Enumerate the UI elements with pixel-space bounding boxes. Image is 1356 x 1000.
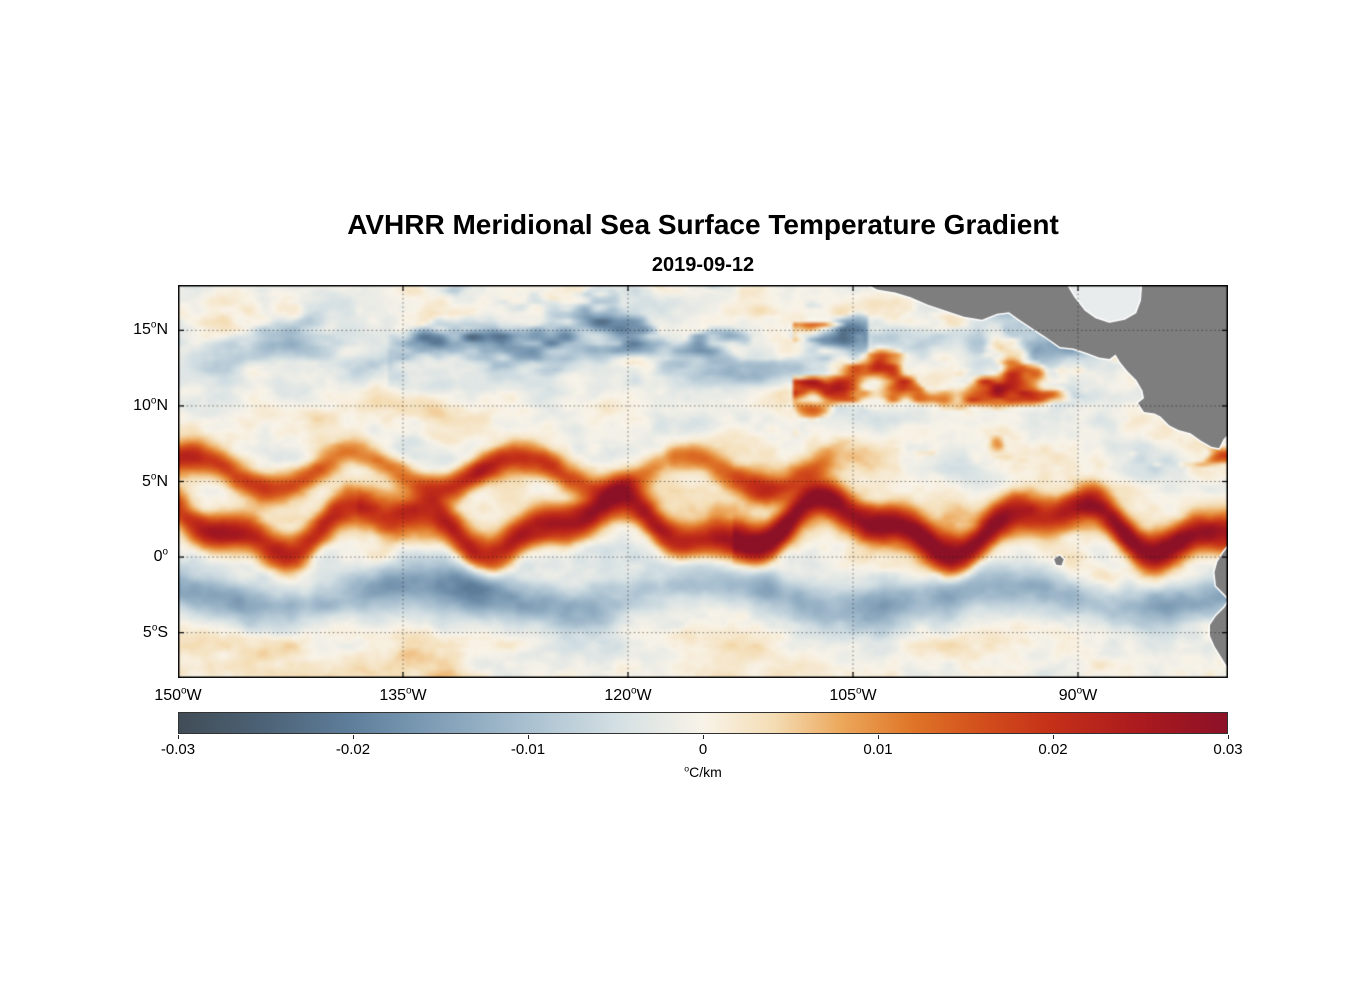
chart-title: AVHRR Meridional Sea Surface Temperature… (347, 209, 1059, 240)
x-axis-tick-label: 105oW (829, 685, 877, 704)
colorbar-tick-label: 0.01 (863, 741, 893, 758)
colorbar (178, 712, 1228, 734)
colorbar-tick-mark (178, 735, 179, 739)
y-axis-tick-label: 0o (153, 546, 168, 566)
colorbar-tick-mark (353, 735, 354, 739)
colorbar-tick-mark (528, 735, 529, 739)
colorbar-tick-label: 0 (698, 741, 708, 758)
y-axis-tick-label: 15oN (133, 320, 168, 339)
colorbar-tick-label: -0.02 (335, 741, 371, 758)
x-axis-tick-label: 135oW (379, 685, 427, 704)
colorbar-tick-mark (1053, 735, 1054, 739)
colorbar-tick-mark (703, 735, 704, 739)
sst-gradient-heatmap-canvas (178, 285, 1228, 678)
colorbar-tick-label: -0.03 (160, 741, 196, 758)
map-plot-area (178, 285, 1228, 678)
y-axis-tick-label: 5oN (142, 471, 168, 490)
colorbar-tick-mark (878, 735, 879, 739)
x-axis-tick-label: 120oW (604, 685, 652, 704)
x-axis-tick-label: 150oW (154, 685, 202, 704)
colorbar-tick-label: 0.03 (1213, 741, 1243, 758)
x-axis-tick-label: 90oW (1058, 685, 1098, 704)
colorbar-tick-label: -0.01 (510, 741, 546, 758)
colorbar-tick-label: 0.02 (1038, 741, 1068, 758)
colorbar-units-label: oC/km (684, 763, 722, 780)
chart-subtitle: 2019-09-12 (651, 254, 755, 276)
y-axis-tick-label: 5oS (142, 622, 168, 641)
y-axis-tick-label: 10oN (133, 395, 168, 414)
colorbar-tick-mark (1228, 735, 1229, 739)
